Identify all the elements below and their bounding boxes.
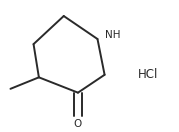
Text: HCl: HCl [138,68,158,81]
Text: NH: NH [105,30,120,40]
Text: O: O [74,119,82,129]
